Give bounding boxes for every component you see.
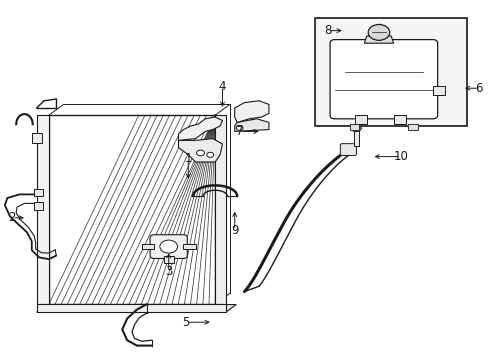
Polygon shape [34, 189, 42, 196]
Circle shape [206, 152, 213, 157]
Text: 7: 7 [235, 125, 243, 138]
Text: 9: 9 [230, 224, 238, 237]
Text: 4: 4 [218, 80, 226, 93]
Polygon shape [354, 115, 366, 124]
Polygon shape [163, 256, 173, 263]
Polygon shape [183, 244, 195, 249]
Bar [315, 18, 466, 126]
Text: 6: 6 [474, 82, 482, 95]
Polygon shape [393, 115, 405, 124]
Text: 8: 8 [323, 24, 331, 37]
Text: 5: 5 [182, 316, 189, 329]
Polygon shape [234, 119, 268, 131]
Polygon shape [178, 117, 222, 140]
Polygon shape [34, 202, 42, 210]
Polygon shape [37, 305, 236, 312]
Polygon shape [178, 139, 222, 162]
Polygon shape [432, 86, 444, 95]
Text: 1: 1 [184, 152, 192, 165]
Polygon shape [364, 36, 393, 43]
Circle shape [236, 125, 243, 130]
Text: 10: 10 [393, 150, 407, 163]
Polygon shape [37, 115, 49, 304]
Circle shape [160, 240, 177, 253]
Text: 2: 2 [8, 211, 16, 224]
FancyBboxPatch shape [329, 40, 437, 119]
Polygon shape [37, 304, 225, 312]
Text: 3: 3 [164, 265, 172, 278]
Polygon shape [407, 124, 417, 130]
Polygon shape [215, 115, 225, 304]
Circle shape [196, 150, 204, 156]
FancyBboxPatch shape [150, 235, 187, 258]
Polygon shape [49, 115, 215, 304]
FancyBboxPatch shape [340, 144, 356, 156]
Polygon shape [234, 101, 268, 122]
Polygon shape [353, 131, 359, 146]
Polygon shape [142, 244, 154, 249]
Polygon shape [32, 133, 41, 143]
Polygon shape [349, 124, 359, 130]
Circle shape [367, 24, 389, 40]
Polygon shape [350, 128, 361, 131]
